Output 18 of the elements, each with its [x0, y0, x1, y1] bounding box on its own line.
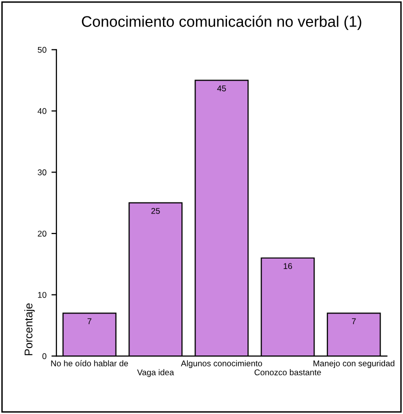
data-label: 7 [88, 318, 92, 324]
y-tick-label: 40 [38, 108, 46, 114]
y-tick-label: 30 [38, 169, 46, 176]
x-tick-label: Manejo con seguridad [314, 360, 394, 368]
x-tick-label: No he oído hablar de [51, 360, 128, 366]
x-tick-label: Vaga idea [137, 369, 174, 377]
y-tick-label: 50 [38, 46, 46, 53]
y-tick-label: 10 [38, 292, 46, 298]
data-label: 25 [151, 208, 160, 214]
data-label: 45 [217, 86, 226, 92]
data-label: 16 [284, 263, 292, 270]
x-tick-label: Algunos conocimiento [180, 360, 262, 368]
data-label: 7 [352, 318, 356, 324]
y-axis-title: Porcentaje [24, 303, 35, 356]
y-tick-label: 20 [38, 230, 46, 237]
y-tick-label: 0 [42, 353, 46, 360]
chart-title: Conocimiento comunicación no verbal (1) [82, 16, 362, 30]
x-tick-label: Conozco bastante [254, 369, 321, 376]
